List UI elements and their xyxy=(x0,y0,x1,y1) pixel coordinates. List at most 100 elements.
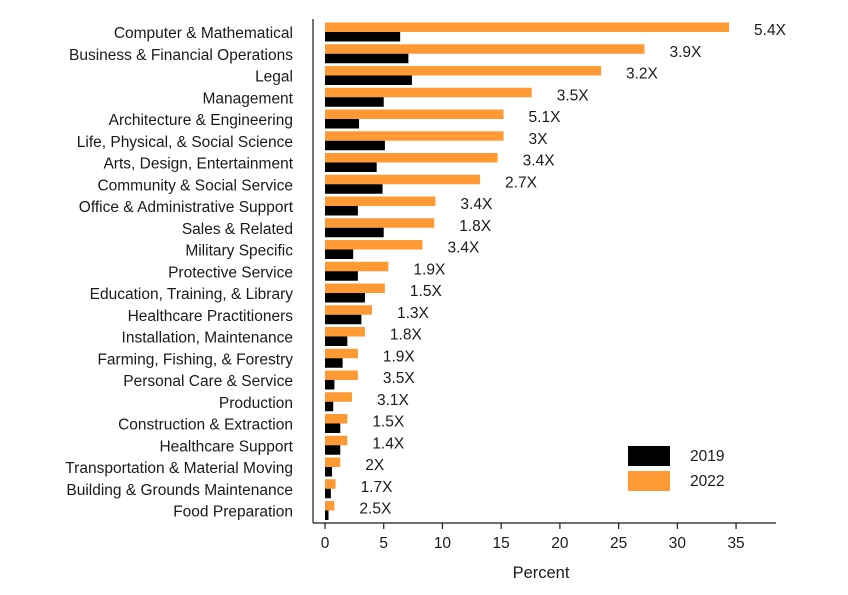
x-tick-label: 0 xyxy=(321,535,330,552)
category-label: Management xyxy=(203,90,294,107)
category-label: Personal Care & Service xyxy=(123,373,293,390)
x-tick-label: 35 xyxy=(727,535,744,552)
bar-2022 xyxy=(325,131,504,141)
ratio-label: 1.7X xyxy=(361,479,394,496)
bar-2019 xyxy=(325,445,341,455)
bar-2022 xyxy=(325,327,365,337)
bar-2019 xyxy=(325,380,335,390)
category-label: Military Specific xyxy=(185,243,293,260)
bar-2022 xyxy=(325,218,435,228)
category-label: Business & Financial Operations xyxy=(69,47,293,64)
ratio-label: 3.4X xyxy=(523,153,556,170)
bar-2022 xyxy=(325,153,498,163)
legend-swatch-2022 xyxy=(628,471,670,491)
ratio-label: 5.1X xyxy=(529,109,562,126)
ratio-label: 5.4X xyxy=(754,22,787,39)
ratio-label: 3.1X xyxy=(377,392,410,409)
x-tick-label: 25 xyxy=(610,535,627,552)
bar-2019 xyxy=(325,206,358,216)
category-label: Arts, Design, Entertainment xyxy=(103,156,293,173)
ratio-label: 1.5X xyxy=(372,414,405,431)
ratio-label: 1.8X xyxy=(390,327,423,344)
x-tick-label: 30 xyxy=(669,535,687,552)
category-label: Healthcare Practitioners xyxy=(128,308,294,325)
bar-2019 xyxy=(325,75,412,85)
bar-2022 xyxy=(325,66,602,76)
bar-2022 xyxy=(325,283,385,293)
bar-2019 xyxy=(325,488,331,499)
category-label: Farming, Fishing, & Forestry xyxy=(97,351,293,368)
ratio-label: 1.5X xyxy=(410,283,443,300)
bar-2019 xyxy=(325,140,385,151)
category-label: Education, Training, & Library xyxy=(90,286,294,303)
bar-2019 xyxy=(325,401,334,412)
category-label: Community & Social Service xyxy=(97,177,293,194)
ratio-label: 3X xyxy=(529,131,549,148)
bar-2019 xyxy=(325,97,384,107)
bar-2022 xyxy=(325,87,532,98)
bar-2019 xyxy=(325,227,384,238)
x-tick-label: 5 xyxy=(379,535,388,552)
ratio-label: 2X xyxy=(365,457,385,474)
ratio-label: 3.4X xyxy=(447,240,480,257)
legend-swatch-2019 xyxy=(628,446,670,466)
legend-label-2019: 2019 xyxy=(690,448,724,465)
category-label: Protective Service xyxy=(168,264,293,281)
category-label: Legal xyxy=(255,69,293,86)
category-label: Transportation & Material Moving xyxy=(65,460,293,477)
bar-2019 xyxy=(325,271,358,281)
x-tick-label: 10 xyxy=(434,535,452,552)
bar-2019 xyxy=(325,53,409,64)
bar-2019 xyxy=(325,358,343,368)
bar-2022 xyxy=(325,22,730,32)
ratio-label: 1.9X xyxy=(413,261,446,278)
bar-2019 xyxy=(325,249,354,259)
bar-2022 xyxy=(325,414,348,424)
bar-2022 xyxy=(325,174,481,185)
bar-2022 xyxy=(325,479,336,489)
x-tick-label: 15 xyxy=(493,535,510,552)
category-label: Architecture & Engineering xyxy=(109,112,293,129)
bar-2022 xyxy=(325,261,389,272)
bar-2019 xyxy=(325,184,383,194)
bar-2022 xyxy=(325,196,436,206)
bar-2022 xyxy=(325,435,348,446)
category-label: Healthcare Support xyxy=(159,438,293,455)
ratio-label: 3.9X xyxy=(669,44,702,61)
ratio-label: 3.5X xyxy=(557,87,590,104)
ratio-label: 2.5X xyxy=(359,501,392,518)
ratio-label: 3.4X xyxy=(460,196,493,213)
bar-2022 xyxy=(325,305,372,315)
bar-2019 xyxy=(325,423,341,433)
x-axis-title: Percent xyxy=(513,564,570,582)
bar-2022 xyxy=(325,501,335,511)
ratio-label: 1.4X xyxy=(372,435,405,452)
bar-2019 xyxy=(325,162,377,172)
bar-2019 xyxy=(325,32,401,42)
bar-2022 xyxy=(325,370,358,380)
category-label: Food Preparation xyxy=(173,504,293,521)
category-label: Installation, Maintenance xyxy=(122,330,293,347)
bar-2022 xyxy=(325,392,353,402)
ratio-label: 3.2X xyxy=(626,66,659,83)
ratio-label: 3.5X xyxy=(383,370,416,387)
bar-2022 xyxy=(325,109,504,119)
category-label: Production xyxy=(219,395,293,412)
category-label: Sales & Related xyxy=(182,221,293,238)
bar-2022 xyxy=(325,240,423,250)
ratio-label: 1.3X xyxy=(397,305,430,322)
bar-2019 xyxy=(325,510,329,520)
ratio-label: 1.9X xyxy=(383,348,416,365)
category-label: Life, Physical, & Social Science xyxy=(77,134,293,151)
x-tick-label: 20 xyxy=(551,535,569,552)
legend-label-2022: 2022 xyxy=(690,473,724,490)
category-label: Construction & Extraction xyxy=(118,417,293,434)
bar-2019 xyxy=(325,293,365,303)
ratio-label: 1.8X xyxy=(459,218,492,235)
bar-2022 xyxy=(325,44,645,54)
bar-2019 xyxy=(325,314,362,325)
ratio-label: 2.7X xyxy=(505,174,538,191)
bar-2019 xyxy=(325,336,348,346)
bar-2019 xyxy=(325,119,360,129)
